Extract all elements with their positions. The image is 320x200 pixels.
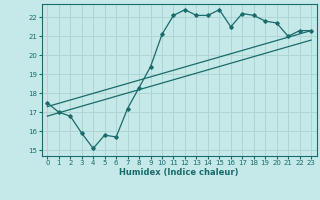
X-axis label: Humidex (Indice chaleur): Humidex (Indice chaleur) (119, 168, 239, 177)
